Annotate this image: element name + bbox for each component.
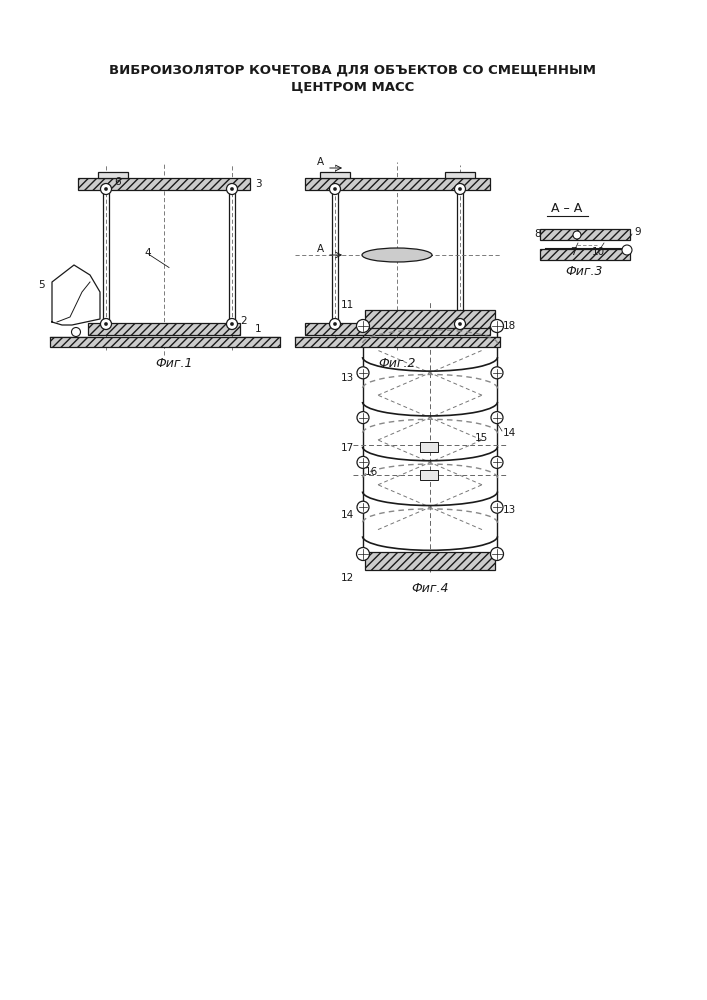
Circle shape [105,187,107,191]
Circle shape [71,328,81,336]
Bar [78,178,250,190]
Bar [50,337,280,347]
Text: A: A [317,244,324,254]
Text: 1: 1 [255,324,262,334]
Circle shape [491,501,503,513]
Bar [365,310,495,328]
Circle shape [356,320,370,332]
Circle shape [491,367,503,379]
Text: 9: 9 [634,227,641,237]
Circle shape [333,322,337,326]
Bar [305,178,490,190]
Text: Фиг.3: Фиг.3 [566,265,603,278]
Circle shape [458,187,462,191]
Bar [420,442,438,452]
Text: A – A: A – A [551,202,583,215]
Text: ЦЕНТРОМ МАСС: ЦЕНТРОМ МАСС [291,81,414,94]
Text: 14: 14 [341,510,354,520]
Text: 6: 6 [114,177,121,187]
Circle shape [491,456,503,468]
Text: A: A [317,157,324,167]
Bar [320,172,350,178]
Text: Фиг.1: Фиг.1 [156,357,193,370]
Bar [540,229,630,240]
Text: 2: 2 [240,316,247,326]
Circle shape [100,318,112,330]
Circle shape [455,318,465,330]
Circle shape [329,318,341,330]
Text: 8: 8 [534,229,541,239]
Text: 18: 18 [503,321,516,331]
Circle shape [329,184,341,194]
Circle shape [333,187,337,191]
Text: 15: 15 [475,433,489,443]
Text: 10: 10 [592,247,605,257]
Bar [98,172,128,178]
Bar [88,323,240,335]
Circle shape [357,501,369,513]
Bar [420,470,438,480]
Bar [365,552,495,570]
Circle shape [226,184,238,194]
Text: 4: 4 [144,247,151,257]
Text: 14: 14 [503,428,516,438]
Circle shape [491,320,503,332]
Circle shape [573,231,581,239]
Text: 17: 17 [341,443,354,453]
Bar [540,249,630,260]
Text: ВИБРОИЗОЛЯТОР КОЧЕТОВА ДЛЯ ОБЪЕКТОВ СО СМЕЩЕННЫМ: ВИБРОИЗОЛЯТОР КОЧЕТОВА ДЛЯ ОБЪЕКТОВ СО С… [110,64,597,77]
Bar [445,172,475,178]
Ellipse shape [362,248,432,262]
Circle shape [455,184,465,194]
Bar [305,323,490,335]
Circle shape [230,187,233,191]
Circle shape [357,367,369,379]
Text: 7: 7 [570,247,577,257]
Circle shape [357,412,369,424]
Circle shape [458,322,462,326]
Text: 3: 3 [255,179,262,189]
Text: 16: 16 [365,467,378,477]
Text: 5: 5 [38,280,45,290]
Text: 13: 13 [341,373,354,383]
Circle shape [230,322,233,326]
Circle shape [356,548,370,560]
Bar [295,337,500,347]
Circle shape [100,184,112,194]
Circle shape [491,412,503,424]
Circle shape [491,548,503,560]
Text: 12: 12 [341,573,354,583]
Circle shape [226,318,238,330]
Text: 11: 11 [341,300,354,310]
Circle shape [105,322,107,326]
Text: Фиг.2: Фиг.2 [378,357,416,370]
Text: Фиг.4: Фиг.4 [411,582,449,595]
Circle shape [357,456,369,468]
Circle shape [622,245,632,255]
Text: 13: 13 [503,505,516,515]
